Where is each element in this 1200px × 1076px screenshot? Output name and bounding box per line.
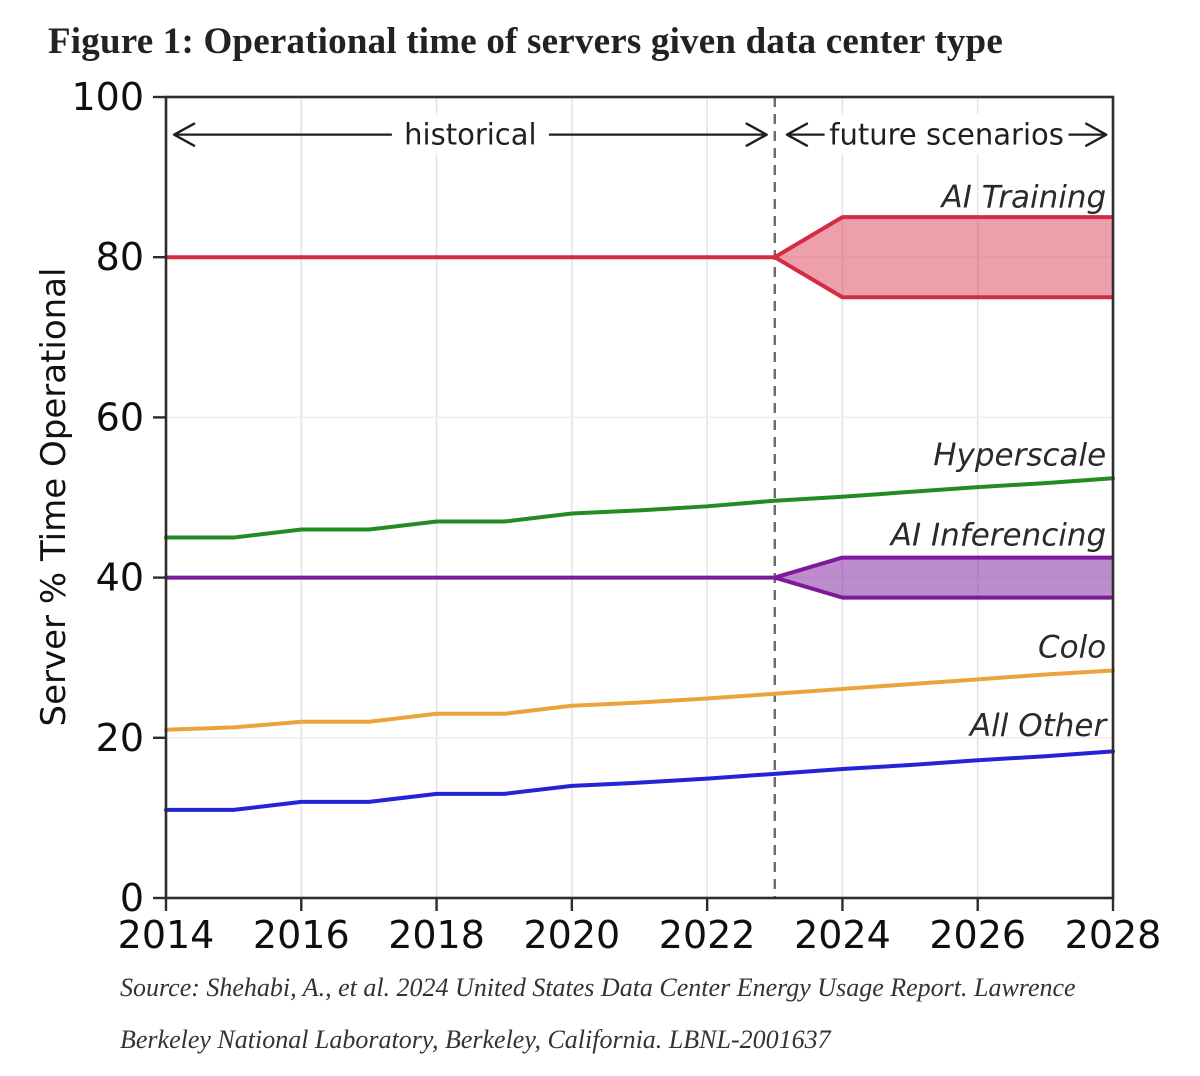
series-line-colo: [164, 668, 1115, 732]
annotation-label-bg: [824, 114, 1069, 155]
arrowhead: [745, 122, 768, 147]
arrowhead: [172, 122, 196, 147]
y-tick-label: 0: [120, 876, 144, 920]
y-tick-label: 100: [71, 75, 144, 119]
x-tick-label: 2026: [929, 913, 1026, 957]
annotation-label: future scenarios: [829, 118, 1064, 152]
x-tick-label: 2018: [388, 913, 485, 957]
x-tick-label: 2016: [253, 913, 350, 957]
y-tick-label: 80: [96, 235, 144, 279]
band-ai-inferencing: [774, 557, 1113, 598]
source-line-2: Berkeley National Laboratory, Berkeley, …: [120, 1025, 831, 1054]
y-tick-label: 60: [96, 395, 144, 439]
source-citation: Source: Shehabi, A., et al. 2024 United …: [120, 962, 1150, 1066]
y-tick-label: 40: [96, 556, 144, 600]
series-label-ai-inferencing: AI Inferencing: [889, 518, 1106, 554]
series-line-hyperscale: [164, 476, 1115, 540]
source-line-1: Source: Shehabi, A., et al. 2024 United …: [120, 973, 1076, 1002]
figure-title: Figure 1: Operational time of servers gi…: [48, 21, 1003, 62]
y-tick-label: 20: [96, 716, 144, 760]
series-line-all-other: [164, 749, 1115, 812]
band-lower-edge: [774, 575, 1113, 600]
band-upper-edge: [773, 215, 1113, 259]
annotation-label: historical: [404, 118, 536, 152]
series-label-ai-training: AI Training: [940, 180, 1107, 216]
x-tick-label: 2028: [1065, 913, 1162, 957]
x-tick-label: 2020: [523, 913, 620, 957]
plot-border: [164, 95, 1115, 900]
arrowhead: [1085, 122, 1108, 147]
band-lower-edge: [773, 255, 1113, 300]
x-tick-label: 2014: [118, 913, 215, 957]
x-tick-label: 2022: [659, 913, 756, 957]
chart-canvas: 2014 2016 2018 2020 2022 2024 2026 2028 0 20 40 60 8…: [71, 75, 1162, 957]
y-axis-title: Server % Time Operational: [34, 267, 74, 727]
arrowhead: [785, 122, 809, 147]
annotation-label-bg: [391, 114, 549, 155]
x-tick-label: 2024: [794, 913, 891, 957]
series-label-hyperscale: Hyperscale: [933, 437, 1106, 473]
series-label-colo: Colo: [1038, 630, 1106, 666]
band-ai-training: [774, 217, 1113, 298]
band-upper-edge: [774, 555, 1113, 580]
series-label-all-other: All Other: [968, 708, 1109, 744]
